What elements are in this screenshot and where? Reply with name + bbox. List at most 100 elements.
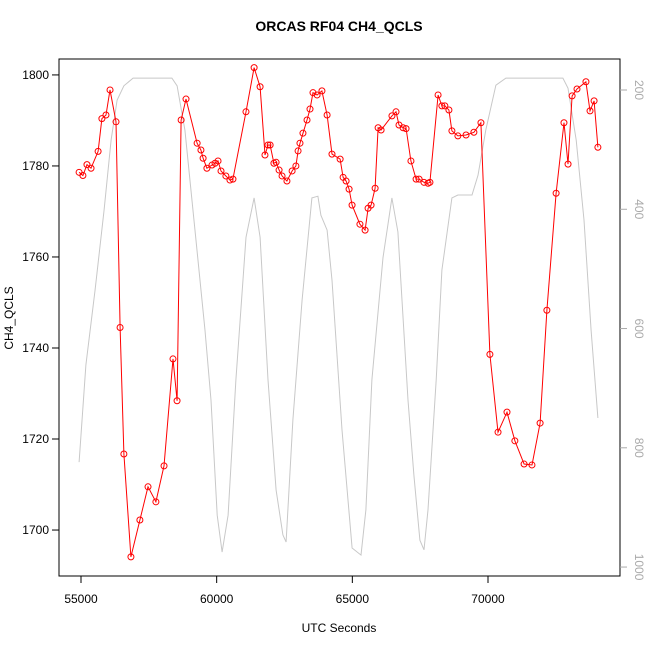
data-point	[348, 201, 356, 209]
data-point	[193, 139, 201, 147]
data-point	[568, 92, 576, 100]
data-point	[345, 185, 353, 193]
data-point	[486, 350, 494, 358]
data-point	[415, 175, 423, 183]
data-point	[288, 167, 296, 175]
data-point	[392, 108, 400, 116]
data-point	[503, 408, 511, 416]
data-point	[309, 89, 317, 97]
data-point	[336, 155, 344, 163]
data-point	[222, 172, 230, 180]
data-point	[356, 220, 364, 228]
data-point	[573, 85, 581, 93]
data-point	[250, 64, 258, 72]
data-point	[169, 355, 177, 363]
data-point	[197, 146, 205, 154]
data-point	[313, 91, 321, 99]
data-point	[87, 164, 95, 172]
data-point	[226, 176, 234, 184]
data-point	[272, 158, 280, 166]
data-point	[283, 177, 291, 185]
data-point	[412, 175, 420, 183]
series-line	[78, 77, 599, 557]
data-point	[261, 151, 269, 159]
data-point	[434, 91, 442, 99]
data-point	[98, 115, 106, 123]
data-point	[278, 172, 286, 180]
data-point	[266, 141, 274, 149]
data-point	[586, 107, 594, 115]
data-point	[590, 97, 598, 105]
data-point	[552, 189, 560, 197]
data-point	[342, 177, 350, 185]
data-point	[203, 164, 211, 172]
data-point	[438, 102, 446, 110]
data-point	[127, 553, 135, 561]
series-line	[78, 67, 599, 558]
x-tick-label: 65000	[336, 592, 370, 606]
data-point	[292, 162, 300, 170]
data-point	[275, 166, 283, 174]
data-point	[520, 460, 528, 468]
y2-tick-label: 800	[632, 438, 646, 458]
data-point	[371, 184, 379, 192]
y2-tick-label: 200	[632, 80, 646, 100]
data-point	[112, 118, 120, 126]
data-point	[560, 119, 568, 127]
data-point	[528, 461, 536, 469]
data-point	[217, 167, 225, 175]
y-tick-label: 1700	[22, 523, 49, 537]
data-point	[160, 462, 168, 470]
y-tick-label: 1760	[22, 250, 49, 264]
x-axis-label: UTC Seconds	[302, 621, 377, 635]
data-point	[448, 127, 456, 135]
data-point	[402, 125, 410, 133]
data-point	[83, 161, 91, 169]
data-point	[264, 141, 272, 149]
y2-tick-label: 600	[632, 319, 646, 339]
data-point	[477, 119, 485, 127]
data-point	[177, 116, 185, 124]
data-point	[94, 147, 102, 155]
data-point	[303, 116, 311, 124]
y-tick-label: 1740	[22, 341, 49, 355]
data-point	[377, 126, 385, 134]
data-point	[441, 102, 449, 110]
data-point	[399, 124, 407, 132]
data-point	[120, 450, 128, 458]
data-point	[582, 78, 590, 86]
data-point	[306, 105, 314, 113]
plot-box	[58, 58, 621, 577]
data-point	[470, 128, 478, 136]
data-point	[173, 397, 181, 405]
data-point	[296, 139, 304, 147]
data-point	[494, 428, 502, 436]
data-point	[462, 131, 470, 139]
y2-tick-label: 400	[632, 199, 646, 219]
y-tick-label: 1800	[22, 68, 49, 82]
x-tick-label: 55000	[64, 592, 98, 606]
y-tick-label: 1720	[22, 432, 49, 446]
data-point	[454, 132, 462, 140]
data-point	[136, 516, 144, 524]
chart-title: ORCAS RF04 CH4_QCLS	[255, 18, 422, 34]
data-point	[564, 160, 572, 168]
x-tick-label: 60000	[200, 592, 234, 606]
data-point	[511, 437, 519, 445]
data-point	[426, 178, 434, 186]
data-point	[367, 201, 375, 209]
data-point	[242, 108, 250, 116]
data-point	[388, 112, 396, 120]
data-point	[318, 87, 326, 95]
data-point	[328, 150, 336, 158]
data-point	[323, 111, 331, 119]
data-point	[102, 111, 110, 119]
data-point	[594, 143, 602, 151]
y-tick-label: 1780	[22, 159, 49, 173]
data-point	[256, 83, 264, 91]
data-point	[116, 324, 124, 332]
data-point	[214, 157, 222, 165]
data-point	[79, 172, 87, 180]
y2-tick-label: 1000	[632, 554, 646, 581]
